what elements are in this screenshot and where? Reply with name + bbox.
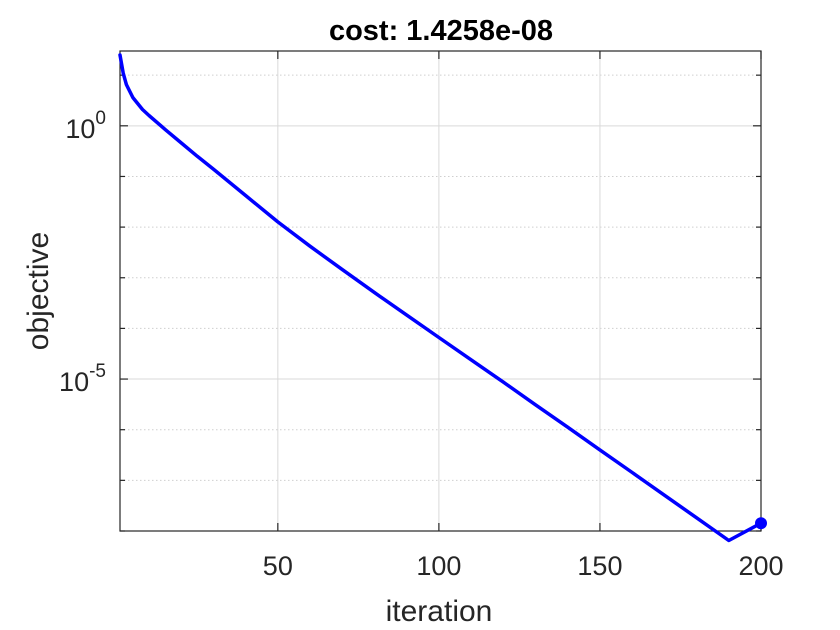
series-line [118, 53, 763, 543]
axis-ticks [120, 51, 762, 532]
x-tick-labels: 50 100 150 200 [263, 551, 784, 581]
y-axis-label: objective [22, 232, 55, 350]
chart-title: cost: 1.4258e-08 [329, 15, 553, 47]
x-tick-label: 50 [263, 551, 293, 581]
x-tick-label: 200 [738, 551, 783, 581]
axes-frame [119, 50, 762, 532]
y-tick-labels: 100 10-5 [59, 108, 106, 397]
y-tick-label: 10-5 [59, 361, 106, 397]
grid-lines [120, 51, 762, 532]
y-tick-label: 100 [65, 108, 106, 144]
x-tick-label: 100 [416, 551, 461, 581]
end-point-marker [755, 517, 767, 530]
x-axis-label: iteration [386, 595, 493, 628]
x-tick-label: 150 [577, 551, 622, 581]
